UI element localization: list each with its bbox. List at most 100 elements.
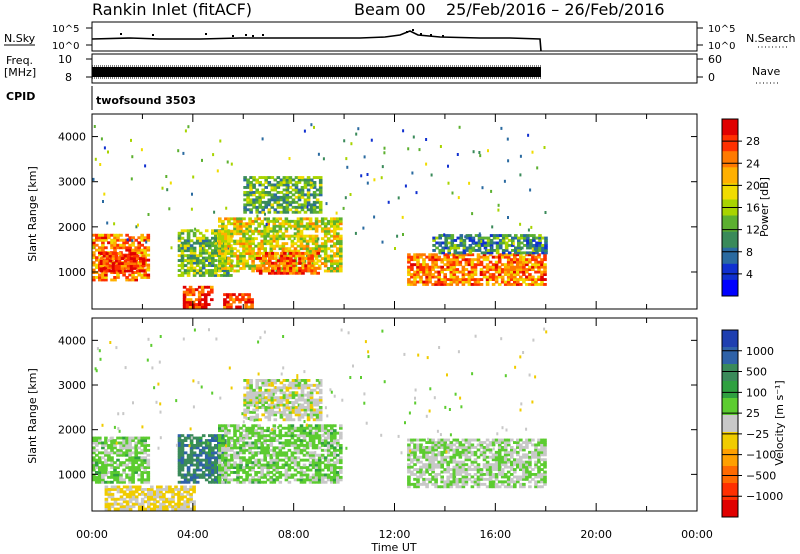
range-time-cell — [254, 229, 258, 233]
range-time-cell — [242, 444, 246, 447]
range-time-cell — [528, 283, 532, 286]
range-time-cell — [339, 478, 343, 482]
range-time-cell — [278, 441, 283, 445]
range-time-cell — [317, 463, 322, 467]
range-time-cell — [255, 256, 260, 260]
range-time-cell — [438, 251, 442, 255]
range-time-cell — [333, 434, 337, 438]
range-time-cell — [257, 471, 261, 474]
range-time-cell — [107, 488, 112, 491]
range-time-cell — [526, 236, 530, 240]
range-time-cell — [431, 460, 435, 464]
range-time-cell — [204, 239, 209, 243]
range-time-cell — [104, 271, 108, 274]
range-time-cell — [520, 236, 524, 240]
range-time-cell — [279, 401, 284, 404]
range-time-cell — [177, 473, 182, 477]
range-time-cell — [299, 242, 304, 246]
range-time-cell — [443, 255, 447, 259]
range-time-cell — [243, 198, 247, 202]
range-time-cell — [293, 257, 298, 260]
range-time-cell — [236, 249, 240, 253]
range-time-cell — [201, 463, 206, 467]
range-time-cell — [458, 446, 463, 449]
range-time-cell — [263, 439, 267, 442]
range-time-cell — [177, 246, 182, 250]
range-time-cell — [479, 450, 484, 454]
range-time-cell — [543, 475, 547, 479]
range-time-cell — [282, 403, 287, 407]
range-time-cell — [438, 236, 442, 240]
range-time-cell — [504, 244, 509, 247]
range-time-cell — [333, 229, 337, 233]
range-time-cell — [251, 237, 255, 241]
range-time-cell — [318, 415, 323, 419]
range-time-cell — [320, 468, 325, 472]
range-time-cell — [318, 401, 323, 404]
range-time-cell — [318, 406, 323, 409]
range-time-cell — [104, 492, 109, 496]
range-time-cell — [473, 453, 478, 457]
range-time-cell — [522, 477, 526, 481]
range-time-cell — [95, 466, 99, 469]
range-time-cell — [446, 480, 450, 484]
range-time-cell — [489, 251, 494, 255]
range-time-cell — [383, 146, 386, 150]
range-time-cell — [248, 242, 252, 246]
range-time-cell — [525, 441, 529, 444]
range-time-cell — [473, 273, 478, 276]
range-time-cell — [318, 383, 323, 387]
range-time-cell — [233, 451, 237, 455]
range-time-cell — [461, 275, 466, 279]
range-time-cell — [333, 436, 337, 440]
range-time-cell — [422, 470, 426, 474]
range-time-cell — [320, 453, 325, 457]
range-time-cell — [236, 242, 240, 246]
range-time-cell — [302, 444, 307, 447]
range-time-cell — [494, 477, 499, 481]
range-time-cell — [443, 283, 447, 286]
range-time-cell — [125, 278, 129, 282]
range-time-cell — [146, 453, 151, 457]
range-time-cell — [290, 239, 295, 243]
range-time-cell — [440, 453, 444, 457]
range-time-cell — [520, 241, 524, 245]
range-time-cell — [299, 424, 304, 428]
range-time-cell — [137, 492, 142, 496]
range-time-cell — [296, 429, 301, 433]
range-time-cell — [223, 305, 227, 309]
range-time-cell — [204, 271, 209, 275]
range-time-cell — [183, 436, 188, 440]
range-time-cell — [239, 239, 243, 243]
range-time-cell — [440, 443, 444, 447]
range-time-cell — [465, 246, 470, 250]
range-time-cell — [455, 450, 460, 454]
range-time-cell — [140, 439, 144, 442]
range-time-cell — [449, 263, 454, 267]
range-time-cell — [243, 186, 247, 189]
range-time-cell — [220, 451, 224, 455]
range-time-cell — [168, 485, 172, 489]
range-time-cell — [270, 186, 275, 189]
range-time-cell — [272, 424, 277, 428]
range-time-cell — [143, 446, 147, 450]
range-time-cell — [432, 244, 436, 247]
range-time-cell — [339, 269, 343, 273]
range-time-cell — [192, 446, 197, 450]
range-time-cell — [101, 466, 105, 469]
range-time-cell — [183, 478, 188, 482]
range-time-cell — [537, 458, 541, 462]
range-time-cell — [336, 478, 340, 482]
range-time-cell — [492, 236, 497, 240]
range-time-cell — [195, 261, 200, 265]
range-time-cell — [177, 490, 181, 494]
range-time-cell — [257, 247, 261, 251]
range-time-cell — [146, 444, 151, 447]
range-time-cell — [461, 477, 466, 481]
range-time-cell — [146, 436, 151, 440]
range-time-cell — [464, 253, 469, 257]
range-time-cell — [113, 485, 118, 489]
range-time-cell — [258, 266, 263, 270]
range-time-cell — [305, 217, 310, 221]
range-time-cell — [293, 434, 298, 438]
